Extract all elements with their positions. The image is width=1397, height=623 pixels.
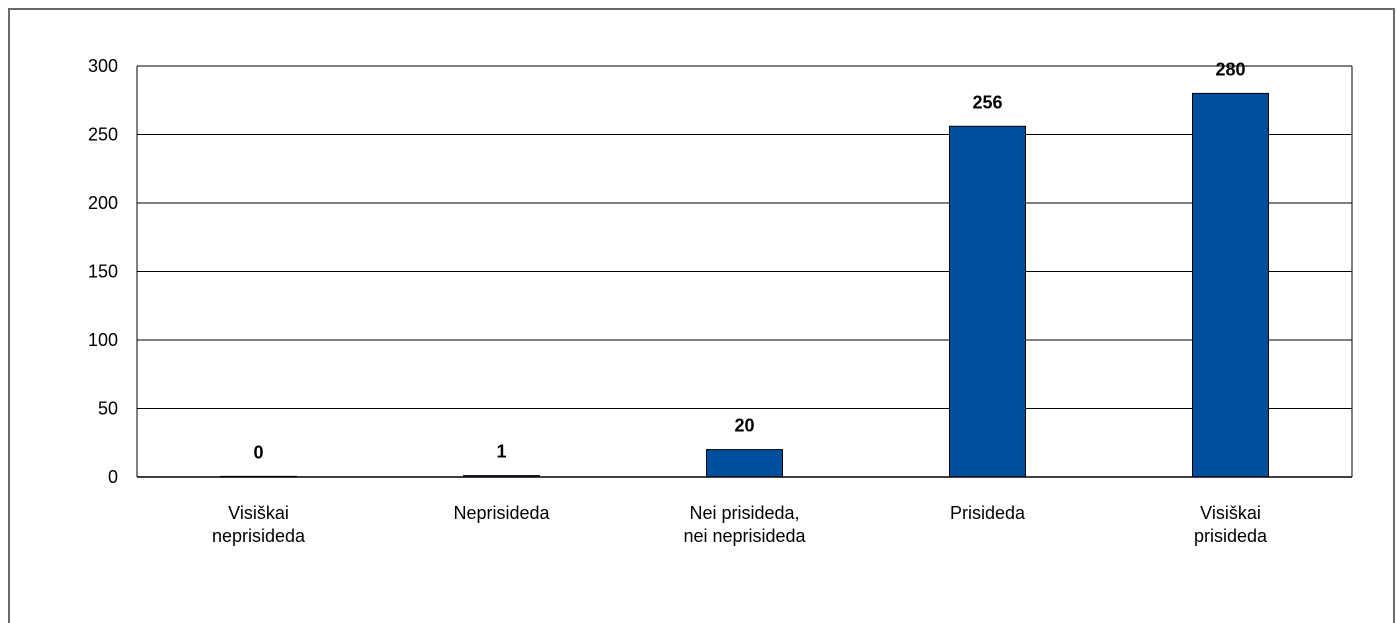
data-label: 1 bbox=[496, 442, 506, 462]
x-category-label: neprisideda bbox=[212, 526, 306, 546]
data-label: 20 bbox=[734, 416, 754, 436]
data-label: 256 bbox=[972, 92, 1002, 112]
x-category-label: prisideda bbox=[1194, 526, 1268, 546]
x-category-label: Neprisideda bbox=[453, 503, 550, 523]
y-tick-label: 150 bbox=[88, 262, 118, 282]
x-category-label: Nei prisideda, bbox=[689, 503, 799, 523]
x-category-label: Visiškai bbox=[1200, 503, 1261, 523]
bar bbox=[706, 449, 783, 478]
y-tick-label: 300 bbox=[88, 56, 118, 76]
x-category-label: Prisideda bbox=[950, 503, 1026, 523]
y-tick-label: 100 bbox=[88, 330, 118, 350]
data-label: 0 bbox=[253, 442, 263, 462]
x-axis-category-labels: Visiškai neprisideda Neprisideda Nei prisid… bbox=[212, 503, 1268, 546]
axes bbox=[136, 66, 1353, 478]
y-axis-tick-labels: 0 50 100 150 200 250 300 bbox=[88, 56, 118, 487]
y-tick-label: 50 bbox=[98, 399, 118, 419]
data-label: 280 bbox=[1215, 59, 1245, 79]
chart-frame bbox=[8, 8, 1395, 623]
bar bbox=[949, 125, 1026, 478]
y-tick-label: 200 bbox=[88, 193, 118, 213]
y-tick-label: 250 bbox=[88, 125, 118, 145]
bar bbox=[1192, 92, 1269, 478]
y-tick-label: 0 bbox=[108, 467, 118, 487]
data-labels: 0 1 20 256 280 bbox=[253, 59, 1245, 462]
x-category-label: Visiškai bbox=[228, 503, 289, 523]
x-category-label: nei neprisideda bbox=[683, 526, 806, 546]
